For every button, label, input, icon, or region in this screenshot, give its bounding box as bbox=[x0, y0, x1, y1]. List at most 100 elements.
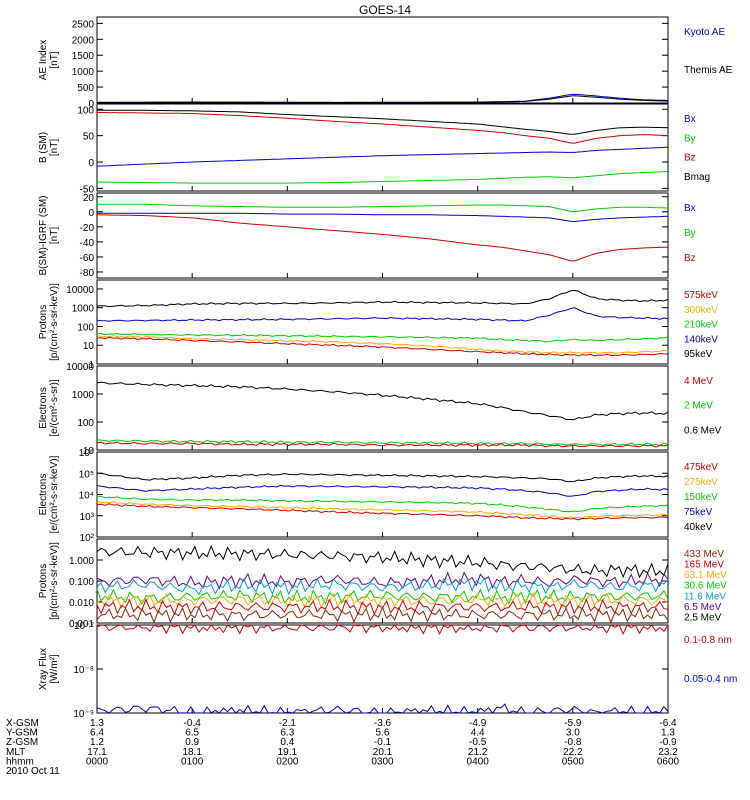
bottom-row-value: 23.2 bbox=[658, 747, 678, 758]
panel-electrons1: 10 100 1000 10000 Electrons [e/(cm²-s-sr)] 4 M… bbox=[38, 362, 722, 457]
y-tick-label: 10 bbox=[83, 341, 95, 352]
y-tick-label: 2500 bbox=[72, 19, 95, 30]
y-tick-label: 1000 bbox=[72, 304, 95, 315]
y-axis-label: Electrons bbox=[38, 474, 49, 516]
series-line-475kev bbox=[96, 503, 669, 521]
bottom-row-value: 0300 bbox=[371, 756, 394, 767]
legend-entry: 6.5 MeV bbox=[684, 602, 722, 613]
legend-entry: 275keV bbox=[684, 477, 718, 488]
legend-entry: 475keV bbox=[684, 462, 718, 473]
date-label: 2010 Oct 11 bbox=[6, 766, 60, 777]
y-tick-label: 1000 bbox=[72, 67, 95, 78]
y-axis-label: [nT] bbox=[49, 139, 60, 156]
y-tick-label: 0.001 bbox=[69, 619, 94, 630]
series-line-by bbox=[96, 171, 669, 184]
bottom-row-label: Z-GSM bbox=[6, 737, 38, 748]
y-axis-label: B(SM)-IGRF (SM) bbox=[38, 196, 49, 276]
y-tick-label: 100 bbox=[77, 322, 94, 333]
y-tick-label: 10000 bbox=[66, 285, 94, 296]
series-line-433-mev bbox=[96, 605, 669, 624]
bottom-row-value: 6.4 bbox=[90, 728, 104, 739]
y-tick-label: 1500 bbox=[72, 51, 95, 62]
bottom-row-value: 6.5 bbox=[185, 728, 199, 739]
series-line-40kev bbox=[97, 472, 669, 483]
bottom-row-value: 1.3 bbox=[661, 728, 675, 739]
bottom-row-value: 1.2 bbox=[90, 737, 104, 748]
legend-entry: Kyoto AE bbox=[684, 27, 725, 38]
y-tick-label: 0.100 bbox=[69, 577, 94, 588]
y-tick-label: 20 bbox=[83, 193, 95, 204]
y-tick-label: 0 bbox=[88, 158, 94, 169]
panel-ae: 0 500 1000 1500 2000 2500 AE Index [nT] Kyoto AE… bbox=[38, 16, 733, 110]
bottom-row-value: 4.4 bbox=[471, 728, 485, 739]
chart-title: GOES-14 bbox=[359, 3, 411, 17]
panel-bigrf: -80 -60 -40 -20 0 20 B(SM)-IGRF (SM) [nT] Bx By Bz bbox=[38, 192, 696, 279]
panel-frame bbox=[96, 365, 669, 451]
series-line-0-05-0-4-nm bbox=[96, 703, 669, 714]
bottom-row-value: 5.6 bbox=[376, 728, 390, 739]
y-tick-label: -50 bbox=[80, 184, 95, 195]
panel-protons2: 0.001 0.010 0.100 1.000 Protons [p/(cm²-s-sr-… bbox=[38, 538, 727, 630]
y-tick-label: 10⁻⁹ bbox=[73, 709, 94, 720]
y-tick-label: 100 bbox=[77, 105, 94, 116]
panel-frame bbox=[96, 16, 669, 104]
y-tick-label: 2000 bbox=[72, 35, 95, 46]
legend-entry: 2 MeV bbox=[684, 401, 713, 412]
y-tick-label: 10⁻⁷ bbox=[74, 621, 94, 632]
y-tick-label: 100 bbox=[77, 418, 94, 429]
legend-entry: 30.6 MeV bbox=[684, 581, 727, 592]
bottom-row-label: MLT bbox=[6, 747, 25, 758]
series-line-bz bbox=[96, 111, 669, 144]
bottom-row-value: -0.4 bbox=[184, 718, 202, 729]
bottom-row-value: 0500 bbox=[562, 756, 585, 767]
series-line-140kev bbox=[96, 307, 669, 322]
legend-entry: 210keV bbox=[684, 320, 718, 331]
y-axis-label: [nT] bbox=[49, 51, 60, 68]
y-tick-label: 1 bbox=[88, 360, 94, 371]
bottom-row-value: 17.1 bbox=[87, 747, 107, 758]
panel-frame bbox=[96, 624, 669, 714]
bottom-row-value: -0.8 bbox=[564, 737, 582, 748]
series-line-210kev bbox=[96, 332, 669, 343]
legend-entry: Bx bbox=[684, 114, 696, 125]
bottom-row-value: 0400 bbox=[467, 756, 490, 767]
y-axis-label: [p/(cm²-s-sr-keV)] bbox=[49, 283, 60, 361]
series-line-63-1-mev bbox=[96, 591, 669, 610]
bottom-row-value: -0.1 bbox=[374, 737, 392, 748]
y-tick-label: 10² bbox=[80, 533, 95, 544]
y-axis-label: [e/(cm²-s-sr-keV)] bbox=[49, 455, 60, 533]
legend-entry: By bbox=[684, 133, 696, 144]
y-axis-label: AE Index bbox=[38, 40, 49, 81]
bottom-row-value: 21.2 bbox=[468, 747, 488, 758]
bottom-row-label: Y-GSM bbox=[6, 728, 38, 739]
series-line-150kev bbox=[96, 495, 669, 513]
legend-entry: 0.05-0.4 nm bbox=[684, 674, 737, 685]
series-line-0-6-mev bbox=[96, 381, 669, 421]
bottom-row-value: 0.9 bbox=[185, 737, 199, 748]
y-axis-label: [e/(cm²-s-sr)] bbox=[49, 379, 60, 436]
y-axis-label: [p/(cm²-s-sr-keV)] bbox=[49, 542, 60, 620]
legend-entry: Bx bbox=[684, 203, 696, 214]
bottom-row-value: -4.9 bbox=[469, 718, 487, 729]
legend-entry: 4 MeV bbox=[684, 376, 713, 387]
legend-entry: 11.6 MeV bbox=[684, 591, 726, 602]
series-line-11-6-mev bbox=[96, 577, 669, 596]
y-tick-label: 0 bbox=[88, 99, 94, 110]
legend-entry: 40keV bbox=[684, 522, 713, 533]
panel-protons1: 1 10 100 1000 10000 Protons [p/(cm²-s-sr-keV)]… bbox=[38, 279, 718, 371]
bottom-row-value: 0600 bbox=[657, 756, 680, 767]
bottom-row-value: 18.1 bbox=[182, 747, 202, 758]
y-tick-label: 10⁻⁸ bbox=[73, 665, 94, 676]
bottom-row-value: 1.3 bbox=[90, 718, 104, 729]
series-line-bx bbox=[96, 146, 669, 167]
y-tick-label: 10 bbox=[83, 446, 95, 457]
y-tick-label: 50 bbox=[83, 132, 95, 143]
y-tick-label: -80 bbox=[80, 268, 95, 279]
series-line-275kev bbox=[96, 500, 669, 519]
legend-entry: 63.1 MeV bbox=[684, 570, 727, 581]
y-tick-label: -40 bbox=[80, 238, 95, 249]
series-line-300kev bbox=[96, 334, 669, 354]
bottom-row-value: -0.5 bbox=[469, 737, 487, 748]
legend-entry: Bmag bbox=[684, 172, 710, 183]
